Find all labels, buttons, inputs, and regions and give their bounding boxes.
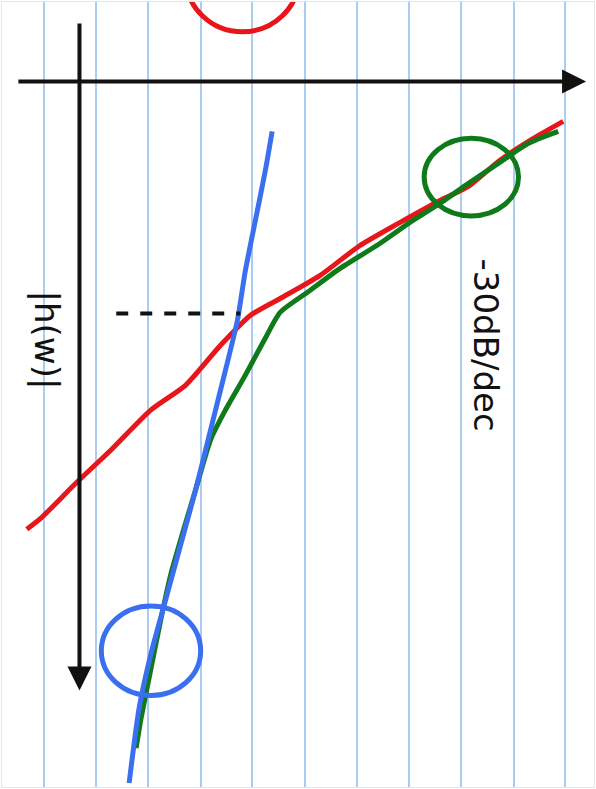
svg-text:-30dB/dec: -30dB/dec — [466, 259, 506, 432]
svg-text:|h(w)|: |h(w)| — [27, 291, 67, 390]
